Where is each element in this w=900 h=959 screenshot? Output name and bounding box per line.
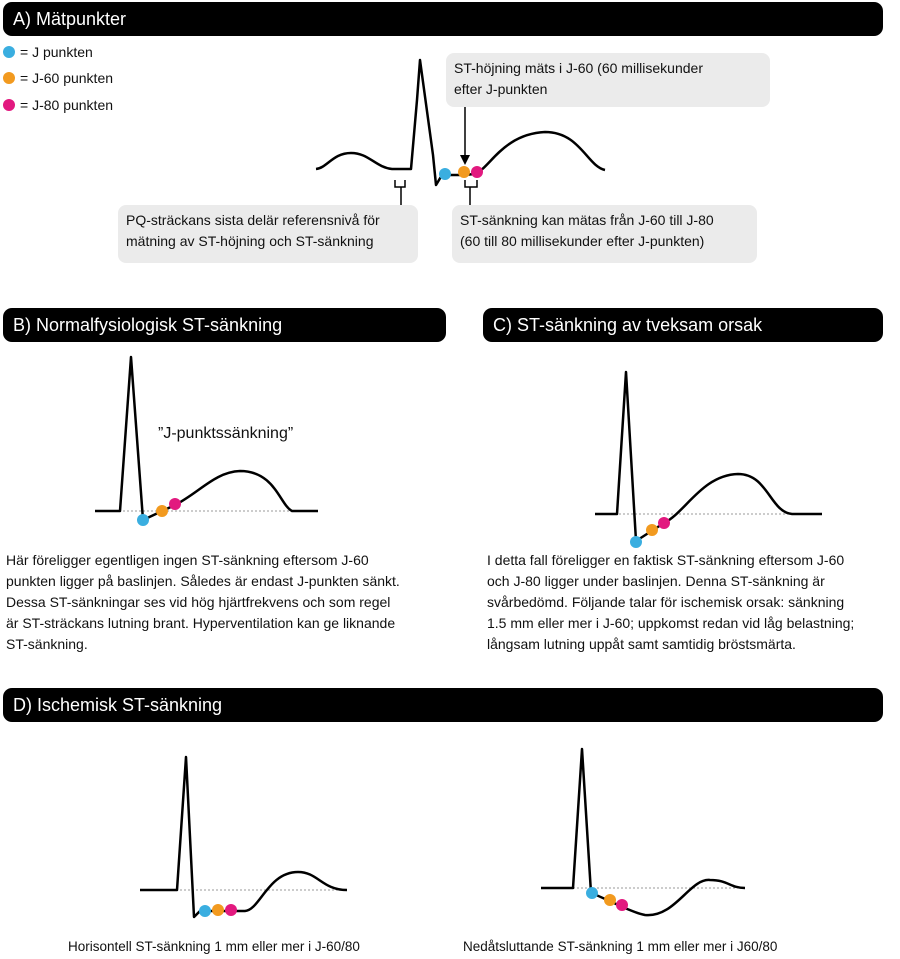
j-point-dot (199, 905, 211, 917)
callout-line: ST-höjning mäts i J-60 (60 millisekunder (454, 60, 703, 76)
callout-line: ST-sänkning kan mätas från J-60 till J-8… (460, 212, 714, 228)
legend-item-j60: = J-60 punkten (3, 70, 113, 86)
j80-point-dot-icon (3, 99, 15, 111)
text-line: Dessa ST-sänkningar ses vid hög hjärtfre… (6, 594, 391, 610)
j60-point-dot (212, 904, 224, 916)
callout-line: PQ-sträckans sista delär referensnivå fö… (126, 212, 380, 228)
section-c-header: C) ST-sänkning av tveksam orsak (483, 308, 883, 342)
ecg-trace-c (595, 370, 822, 543)
section-d-header: D) Ischemisk ST-sänkning (3, 688, 883, 722)
j80-point-dot (658, 517, 670, 529)
caption-downsloping: Nedåtsluttande ST-sänkning 1 mm eller me… (463, 939, 778, 954)
text-line: långsam lutning uppåt samt samtidig brös… (487, 636, 796, 652)
ecg-trace-a (315, 58, 606, 187)
text-line: och J-80 ligger under baslinjen. Denna S… (487, 573, 825, 589)
callout-st-hojning: ST-höjning mäts i J-60 (60 millisekunder… (446, 53, 770, 107)
st-measure-bracket (464, 180, 478, 205)
text-line: I detta fall föreligger en faktisk ST-sä… (487, 552, 845, 568)
j60-point-dot (604, 894, 616, 906)
callout-pq: PQ-sträckans sista delär referensnivå fö… (118, 205, 418, 263)
section-b-text: Här föreligger egentligen ingen ST-sänkn… (6, 550, 466, 655)
text-line: ST-sänkning. (6, 636, 88, 652)
callout-st-sankning: ST-sänkning kan mätas från J-60 till J-8… (452, 205, 757, 263)
j-point-dot (586, 887, 598, 899)
text-line: svårbedömd. Följande talar för ischemisk… (487, 594, 845, 610)
text-line: Här föreligger egentligen ingen ST-sänkn… (6, 552, 369, 568)
legend-item-j80: = J-80 punkten (3, 97, 113, 113)
j60-point-dot (646, 524, 658, 536)
j60-point-dot-icon (3, 72, 15, 84)
j60-point-dot (156, 505, 168, 517)
j-point-dot (630, 536, 642, 548)
pq-reference-bracket (394, 180, 406, 205)
j80-point-dot (471, 166, 483, 178)
callout-line: (60 till 80 millisekunder efter J-punkte… (460, 233, 705, 249)
j80-point-dot (169, 498, 181, 510)
ecg-trace-d-right (541, 747, 746, 917)
j-point-dot (137, 514, 149, 526)
ecg-trace-d-left (140, 755, 348, 919)
j80-point-dot (616, 899, 628, 911)
text-line: 1.5 mm eller mer i J-60; uppkomst redan … (487, 615, 855, 631)
j-punkts-annotation: ”J-punktssänkning” (158, 425, 293, 442)
j80-point-dot (225, 904, 237, 916)
section-c-text: I detta fall föreligger en faktisk ST-sä… (487, 550, 897, 655)
j60-point-dot (458, 166, 470, 178)
legend-item-j: = J punkten (3, 44, 93, 60)
legend-label: = J-80 punkten (20, 97, 114, 113)
callout-line: efter J-punkten (454, 81, 548, 97)
section-b-header: B) Normalfysiologisk ST-sänkning (3, 308, 446, 342)
section-a-header: A) Mätpunkter (3, 2, 883, 36)
callout-line: mätning av ST-höjning och ST-sänkning (126, 233, 374, 249)
text-line: är ST-sträckans lutning brant. Hypervent… (6, 615, 396, 631)
j-point-dot (439, 168, 451, 180)
j-point-dot-icon (3, 46, 15, 58)
legend-label: = J punkten (20, 44, 93, 60)
legend-label: = J-60 punkten (20, 70, 114, 86)
caption-horizontal: Horisontell ST-sänkning 1 mm eller mer i… (68, 939, 360, 954)
text-line: punkten ligger på baslinjen. Således är … (6, 573, 400, 589)
